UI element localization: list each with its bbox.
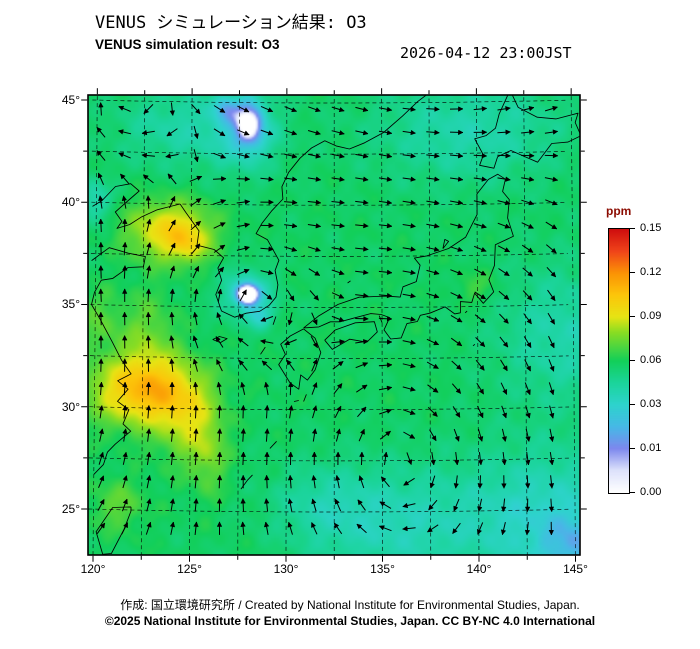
colorbar-gradient-canvas bbox=[608, 228, 630, 494]
coastline-awaji bbox=[378, 315, 383, 323]
lon-tick-label: 125° bbox=[177, 562, 202, 576]
lat-tick-label: 35° bbox=[61, 297, 80, 312]
lon-tick-label: 135° bbox=[370, 562, 395, 576]
coastline-yakushima bbox=[293, 400, 299, 402]
coastline-taiwan bbox=[95, 506, 132, 555]
graticule bbox=[88, 95, 576, 555]
page-title-english: VENUS simulation result: O3 bbox=[95, 37, 280, 52]
coastline-sado bbox=[442, 238, 450, 249]
lat-tick-label: 30° bbox=[61, 399, 80, 414]
simulation-timestamp: 2026-04-12 23:00JST bbox=[400, 44, 572, 62]
map-plot-area bbox=[81, 88, 587, 562]
coastline-hachijojima bbox=[472, 343, 476, 347]
coastline-china-bohai-liaodong bbox=[92, 183, 181, 229]
coastline-amami bbox=[269, 441, 277, 449]
colorbar-tick-mark bbox=[630, 447, 635, 449]
coastline-oki bbox=[347, 280, 351, 284]
lon-tick-label: 145° bbox=[563, 562, 588, 576]
coastline-china-shandong-jiangsu-zhejiang bbox=[91, 247, 146, 475]
lon-tick-label: 140° bbox=[466, 562, 492, 576]
lat-tick-label: 45° bbox=[61, 92, 80, 107]
colorbar: ppm 0.15 0.12 0.09 0.06 0.03 0.01 0.00 bbox=[606, 204, 668, 508]
colorbar-tick-mark bbox=[630, 491, 635, 493]
credit-line: 作成: 国立環境研究所 / Created by National Instit… bbox=[120, 598, 580, 612]
coastline-izu-oshima bbox=[464, 310, 468, 314]
lat-tick-label: 25° bbox=[61, 501, 80, 516]
page-title-japanese: VENUS シミュレーション結果: O3 bbox=[95, 13, 367, 33]
colorbar-tick-label: 0.15 bbox=[640, 222, 662, 234]
colorbar-tick-mark bbox=[630, 359, 635, 361]
colorbar-tick-label: 0.03 bbox=[640, 398, 662, 410]
lon-tick-label: 130° bbox=[273, 562, 299, 576]
colorbar-tick-mark bbox=[630, 403, 635, 405]
coastline-shikoku bbox=[324, 321, 378, 350]
coastlines bbox=[91, 95, 580, 555]
wind-vector-arrows bbox=[96, 101, 559, 536]
colorbar-tick-label: 0.00 bbox=[640, 486, 662, 498]
coastline-russia-korea-coast bbox=[179, 95, 428, 318]
colorbar-tick-label: 0.06 bbox=[640, 354, 662, 366]
coastline-hokkaido bbox=[474, 95, 580, 169]
lat-tick-label: 40° bbox=[61, 195, 80, 210]
coastline-goto bbox=[260, 346, 266, 355]
coastline-kyushu bbox=[278, 328, 322, 390]
colorbar-tick-label: 0.09 bbox=[640, 310, 662, 322]
coastline-honshu bbox=[303, 173, 514, 340]
colorbar-tick-label: 0.12 bbox=[640, 266, 662, 278]
axis-tick-marks bbox=[81, 88, 587, 562]
copyright-line: ©2025 National Institute for Environment… bbox=[104, 614, 596, 628]
coastline-tsushima bbox=[272, 316, 277, 325]
lon-tick-label: 120° bbox=[80, 562, 106, 576]
colorbar-tick-label: 0.01 bbox=[640, 442, 662, 454]
colorbar-unit-label: ppm bbox=[606, 204, 632, 218]
coastline-tanegashima bbox=[303, 394, 307, 402]
coastline-ulleungdo bbox=[302, 254, 305, 258]
plot-frame bbox=[87, 94, 581, 556]
colorbar-tick-mark bbox=[630, 271, 635, 273]
colorbar-tick-mark bbox=[630, 315, 635, 317]
map-overlay-graticule-coastlines-wind bbox=[81, 88, 587, 562]
colorbar-tick-mark bbox=[630, 227, 635, 229]
